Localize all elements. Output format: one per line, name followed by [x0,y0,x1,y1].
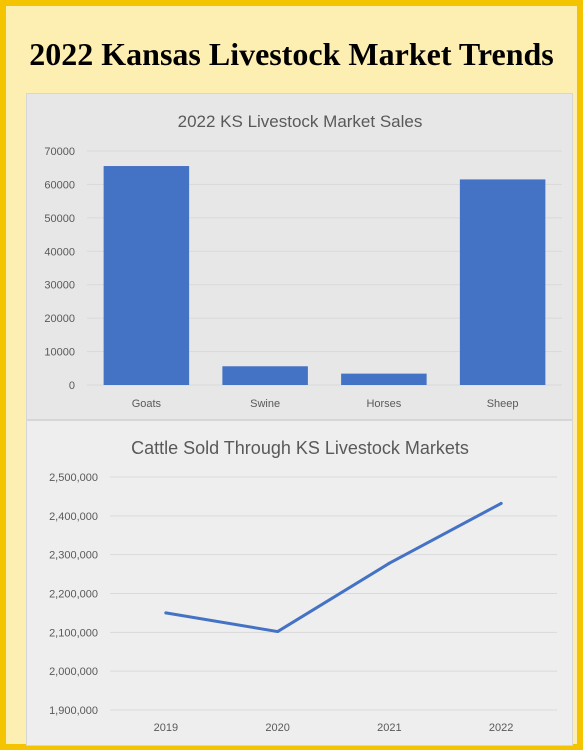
bar-chart-title: 2022 KS Livestock Market Sales [178,112,423,131]
bar-x-tick-label: Horses [366,398,401,410]
bar-x-tick-label: Swine [250,398,280,410]
line-y-tick-label: 1,900,000 [49,705,98,717]
bar-sheep [459,179,546,385]
line-x-tick-label: 2020 [265,722,289,734]
line-chart-panel: Cattle Sold Through KS Livestock Markets… [26,420,573,746]
bar-y-tick-label: 30000 [44,280,75,292]
bar-y-tick-label: 40000 [44,246,75,258]
line-y-tick-label: 2,300,000 [49,550,98,562]
line-y-tick-label: 2,500,000 [49,472,98,484]
bar-x-tick-label: Sheep [487,398,519,410]
bar-y-tick-label: 0 [69,380,75,392]
bar-chart-panel: 2022 KS Livestock Market Sales 0 10000 200… [26,93,573,420]
line-y-tick-label: 2,200,000 [49,589,98,601]
bar-y-tick-label: 60000 [44,179,75,191]
bar-y-tick-label: 70000 [44,146,75,158]
bar-chart: 2022 KS Livestock Market Sales 0 10000 200… [44,112,562,410]
line-chart: Cattle Sold Through KS Livestock Markets… [49,438,557,734]
bar-y-tick-label: 20000 [44,313,75,325]
line-x-tick-label: 2021 [377,722,401,734]
bar-goats [103,166,190,385]
line-point-2019 [164,611,168,615]
bar-horses [341,373,427,385]
line-point-2021 [387,561,391,565]
bar-x-tick-label: Goats [132,398,162,410]
line-y-tick-label: 2,400,000 [49,511,98,523]
line-chart-title: Cattle Sold Through KS Livestock Markets [131,438,469,458]
bar-swine [222,366,308,385]
line-y-tick-label: 2,000,000 [49,666,98,678]
bar-y-tick-label: 50000 [44,213,75,225]
line-point-2022 [499,501,503,505]
bar-y-tick-label: 10000 [44,347,75,359]
line-y-tick-label: 2,100,000 [49,627,98,639]
line-x-tick-label: 2019 [154,722,178,734]
page-title: 2022 Kansas Livestock Market Trends [29,36,554,72]
cattle-series-line [164,501,503,634]
line-x-tick-label: 2022 [489,722,513,734]
line-point-2020 [276,630,280,634]
